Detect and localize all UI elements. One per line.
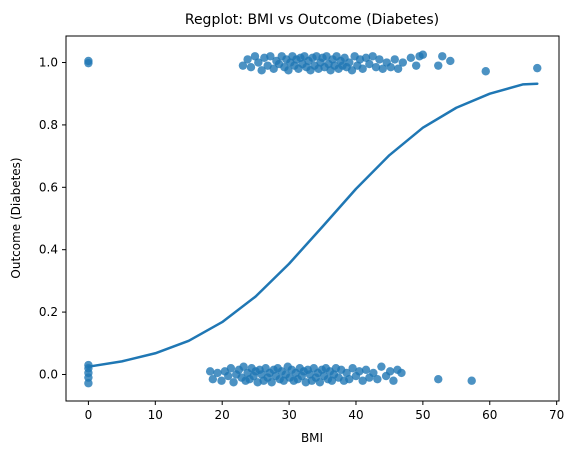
data-point bbox=[315, 378, 325, 387]
data-point bbox=[257, 66, 266, 75]
data-point bbox=[208, 374, 218, 384]
data-point bbox=[229, 378, 238, 387]
data-point bbox=[224, 371, 233, 381]
y-tick-label: 1.0 bbox=[39, 56, 58, 70]
data-point bbox=[373, 374, 382, 384]
y-tick-label: 0.4 bbox=[39, 243, 58, 257]
data-point bbox=[348, 364, 357, 373]
data-point bbox=[358, 64, 367, 73]
chart-title: Regplot: BMI vs Outcome (Diabetes) bbox=[185, 12, 439, 28]
data-point bbox=[239, 362, 248, 371]
regression-line bbox=[87, 82, 539, 368]
data-point bbox=[205, 367, 215, 376]
fit-line-layer bbox=[87, 82, 539, 368]
data-point bbox=[361, 53, 371, 63]
data-point bbox=[345, 58, 354, 67]
x-tick-label: 60 bbox=[482, 408, 497, 422]
data-point bbox=[434, 374, 443, 384]
data-point bbox=[386, 62, 395, 72]
x-axis-ticks: 0 10 20 30 40 50 60 70 bbox=[85, 401, 564, 422]
data-point bbox=[246, 62, 256, 72]
y-tick-label: 0.0 bbox=[39, 367, 58, 381]
data-point bbox=[390, 55, 399, 64]
data-point bbox=[345, 374, 354, 384]
data-point bbox=[397, 368, 406, 378]
data-point bbox=[284, 66, 293, 75]
y-tick-label: 0.8 bbox=[39, 118, 58, 132]
data-point bbox=[365, 59, 374, 69]
plot-background bbox=[66, 36, 559, 401]
data-point bbox=[266, 52, 275, 61]
data-point bbox=[446, 56, 455, 66]
y-tick-label: 0.2 bbox=[39, 305, 58, 319]
data-point bbox=[378, 64, 387, 73]
x-tick-label: 70 bbox=[549, 408, 564, 422]
data-point bbox=[250, 52, 260, 61]
data-point bbox=[358, 376, 367, 385]
x-axis-label: BMI bbox=[301, 431, 323, 445]
data-point bbox=[254, 58, 263, 67]
data-point bbox=[533, 63, 542, 73]
data-point bbox=[371, 62, 381, 72]
data-point bbox=[238, 61, 248, 70]
y-tick-label: 0.6 bbox=[39, 180, 58, 194]
data-point bbox=[213, 368, 222, 378]
data-point bbox=[226, 364, 236, 373]
data-point bbox=[385, 367, 395, 376]
data-point bbox=[375, 55, 384, 64]
y-axis-ticks: 0.0 0.2 0.4 0.6 0.8 1.0 bbox=[39, 56, 66, 381]
axes-frame bbox=[65, 35, 560, 402]
data-point bbox=[267, 378, 276, 387]
data-point bbox=[438, 52, 447, 61]
x-tick-label: 10 bbox=[148, 408, 163, 422]
data-point bbox=[467, 376, 476, 385]
x-tick-label: 0 bbox=[85, 408, 93, 422]
data-point bbox=[243, 55, 252, 64]
data-point bbox=[389, 376, 398, 385]
data-point bbox=[398, 58, 408, 67]
x-tick-label: 40 bbox=[348, 408, 363, 422]
x-tick-label: 20 bbox=[215, 408, 230, 422]
data-point bbox=[84, 58, 93, 68]
data-point bbox=[361, 365, 371, 374]
data-point bbox=[434, 61, 443, 70]
data-point bbox=[393, 64, 403, 73]
data-point bbox=[481, 67, 490, 76]
data-point bbox=[368, 52, 377, 61]
data-point bbox=[377, 362, 386, 371]
x-tick-label: 50 bbox=[415, 408, 430, 422]
data-point bbox=[418, 50, 428, 59]
data-point bbox=[369, 368, 378, 378]
y-axis-label: Outcome (Diabetes) bbox=[9, 157, 23, 278]
data-point bbox=[411, 61, 421, 70]
data-point bbox=[406, 53, 416, 63]
data-point bbox=[84, 379, 93, 388]
x-tick-label: 30 bbox=[281, 408, 296, 422]
data-point bbox=[217, 376, 226, 385]
data-point bbox=[355, 367, 364, 376]
